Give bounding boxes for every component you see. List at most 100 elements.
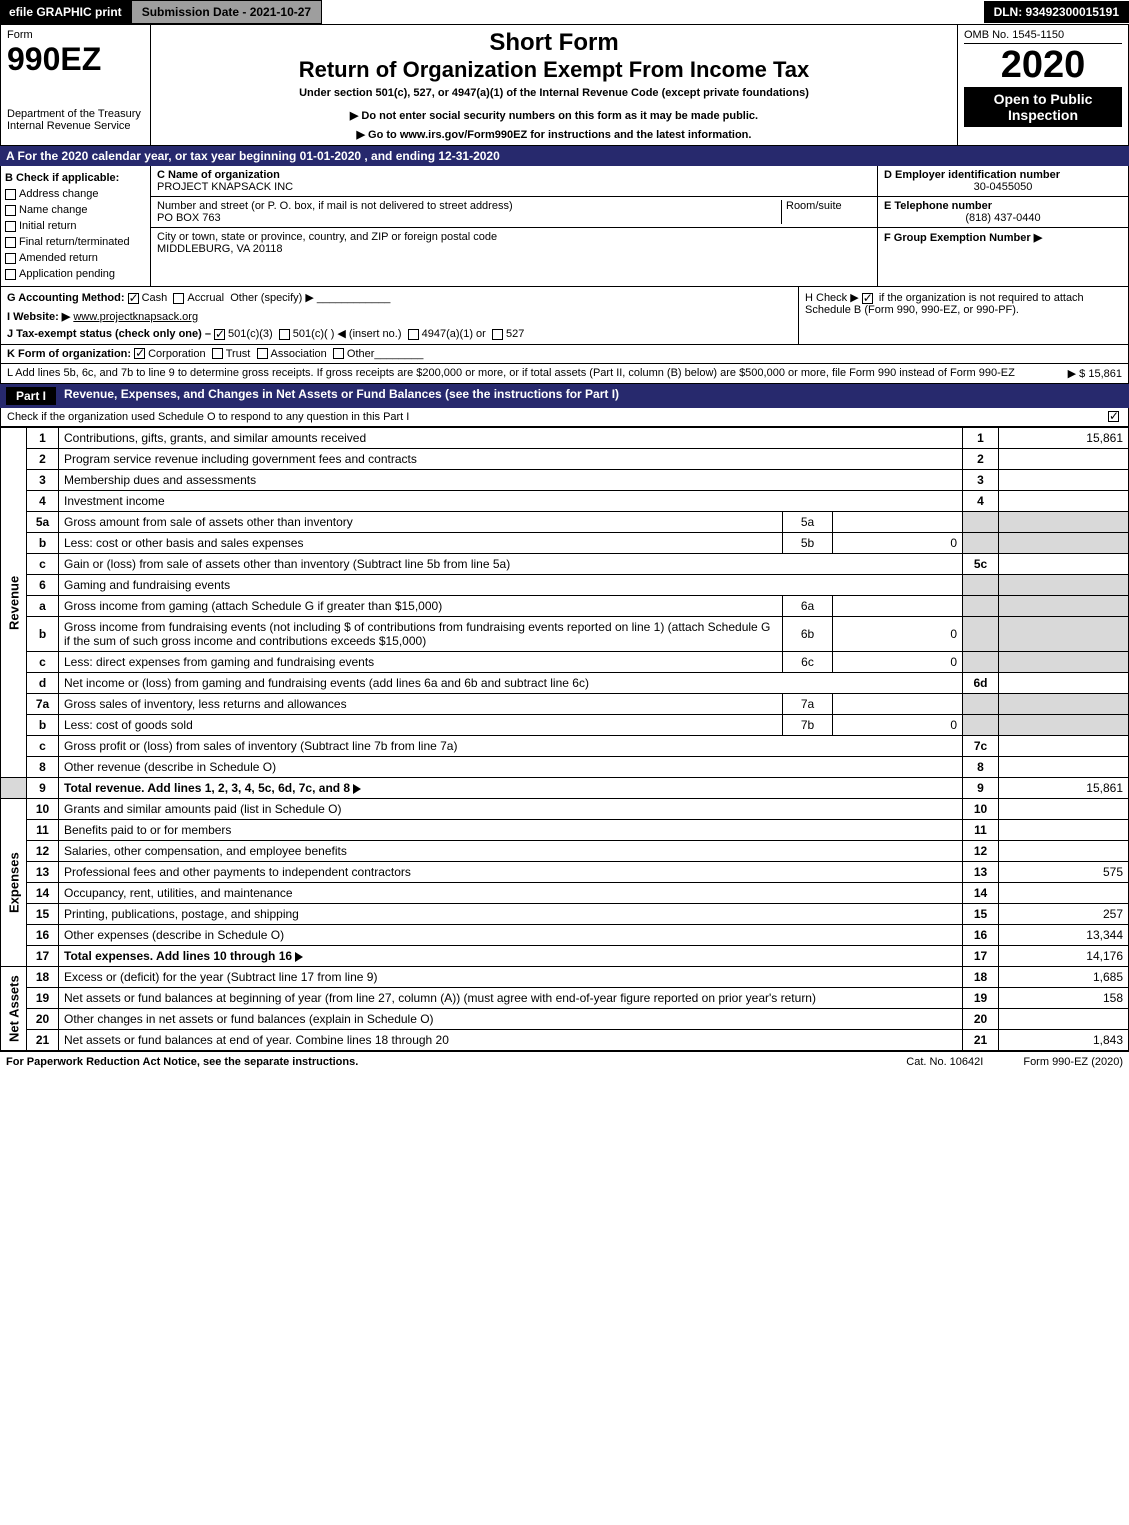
k-corp[interactable]: Corporation bbox=[148, 348, 205, 360]
line-2-num: 2 bbox=[27, 449, 59, 470]
g-label: G Accounting Method: bbox=[7, 292, 125, 304]
j-527[interactable]: 527 bbox=[506, 328, 524, 340]
j-501c3[interactable]: 501(c)(3) bbox=[228, 328, 273, 340]
line-21-num: 21 bbox=[27, 1030, 59, 1051]
h-text1: H Check ▶ bbox=[805, 292, 859, 304]
line-14-val bbox=[999, 883, 1129, 904]
g-accrual[interactable]: Accrual bbox=[187, 292, 224, 304]
omb-number: OMB No. 1545-1150 bbox=[964, 29, 1122, 44]
line-13-val: 575 bbox=[999, 862, 1129, 883]
line-17-val: 14,176 bbox=[999, 946, 1129, 967]
chk-application-pending[interactable]: Application pending bbox=[19, 268, 115, 280]
gray-6a-v bbox=[999, 596, 1129, 617]
line-5c-col: 5c bbox=[963, 554, 999, 575]
c-city-label: City or town, state or province, country… bbox=[157, 231, 871, 243]
line-14-num: 14 bbox=[27, 883, 59, 904]
gray-6c-v bbox=[999, 652, 1129, 673]
line-3-desc: Membership dues and assessments bbox=[59, 470, 963, 491]
line-6a-desc: Gross income from gaming (attach Schedul… bbox=[59, 596, 783, 617]
g-cash[interactable]: Cash bbox=[142, 292, 168, 304]
k-other[interactable]: Other bbox=[347, 348, 375, 360]
chk-initial-return[interactable]: Initial return bbox=[19, 220, 76, 232]
line-5c-val bbox=[999, 554, 1129, 575]
line-10-desc: Grants and similar amounts paid (list in… bbox=[59, 799, 963, 820]
line-9-desc: Total revenue. Add lines 1, 2, 3, 4, 5c,… bbox=[64, 781, 350, 795]
line-6d-num: d bbox=[27, 673, 59, 694]
line-3-num: 3 bbox=[27, 470, 59, 491]
line-5a-desc: Gross amount from sale of assets other t… bbox=[59, 512, 783, 533]
d-label: D Employer identification number bbox=[884, 169, 1122, 181]
gray-6b-v bbox=[999, 617, 1129, 652]
line-17-desc: Total expenses. Add lines 10 through 16 bbox=[64, 949, 292, 963]
line-6a-sub: 6a bbox=[783, 596, 833, 617]
line-10-num: 10 bbox=[27, 799, 59, 820]
line-11-num: 11 bbox=[27, 820, 59, 841]
line-18-desc: Excess or (deficit) for the year (Subtra… bbox=[59, 967, 963, 988]
line-21-col: 21 bbox=[963, 1030, 999, 1051]
line-8-col: 8 bbox=[963, 757, 999, 778]
k-assoc[interactable]: Association bbox=[271, 348, 327, 360]
line-5b-num: b bbox=[27, 533, 59, 554]
line-18-col: 18 bbox=[963, 967, 999, 988]
efile-print-button[interactable]: efile GRAPHIC print bbox=[0, 0, 131, 24]
org-name: PROJECT KNAPSACK INC bbox=[157, 181, 871, 193]
l-text: L Add lines 5b, 6c, and 7b to line 9 to … bbox=[7, 367, 1015, 380]
part1-sub-check[interactable] bbox=[1108, 411, 1119, 422]
line-4-desc: Investment income bbox=[59, 491, 963, 512]
city-state-zip: MIDDLEBURG, VA 20118 bbox=[157, 243, 871, 255]
f-label: F Group Exemption Number ▶ bbox=[884, 231, 1122, 244]
chk-name-change[interactable]: Name change bbox=[19, 204, 88, 216]
line-5b-desc: Less: cost or other basis and sales expe… bbox=[59, 533, 783, 554]
line-7a-sv bbox=[833, 694, 963, 715]
chk-final-return[interactable]: Final return/terminated bbox=[19, 236, 130, 248]
line-11-col: 11 bbox=[963, 820, 999, 841]
goto-link[interactable]: ▶ Go to www.irs.gov/Form990EZ for instru… bbox=[159, 128, 949, 141]
part1-title: Revenue, Expenses, and Changes in Net As… bbox=[64, 387, 619, 405]
netassets-side-label: Net Assets bbox=[1, 967, 27, 1051]
line-13-desc: Professional fees and other payments to … bbox=[59, 862, 963, 883]
gray-5b bbox=[963, 533, 999, 554]
line-10-val bbox=[999, 799, 1129, 820]
line-6-desc: Gaming and fundraising events bbox=[59, 575, 963, 596]
line-3-col: 3 bbox=[963, 470, 999, 491]
line-9-col: 9 bbox=[963, 778, 999, 799]
line-5b-sv: 0 bbox=[833, 533, 963, 554]
j-label: J Tax-exempt status (check only one) – bbox=[7, 328, 211, 340]
line-9-num: 9 bbox=[27, 778, 59, 799]
part1-sub: Check if the organization used Schedule … bbox=[0, 408, 1129, 427]
line-6-num: 6 bbox=[27, 575, 59, 596]
line-6a-num: a bbox=[27, 596, 59, 617]
line-4-val bbox=[999, 491, 1129, 512]
form-header: Form 990EZ Department of the Treasury In… bbox=[0, 24, 1129, 146]
line-16-desc: Other expenses (describe in Schedule O) bbox=[59, 925, 963, 946]
submission-date-button[interactable]: Submission Date - 2021-10-27 bbox=[131, 0, 322, 24]
line-19-col: 19 bbox=[963, 988, 999, 1009]
return-title: Return of Organization Exempt From Incom… bbox=[159, 57, 949, 83]
line-20-desc: Other changes in net assets or fund bala… bbox=[59, 1009, 963, 1030]
line-6d-desc: Net income or (loss) from gaming and fun… bbox=[59, 673, 963, 694]
revenue-side-label: Revenue bbox=[1, 428, 27, 778]
line-13-num: 13 bbox=[27, 862, 59, 883]
street-address: PO BOX 763 bbox=[157, 212, 221, 224]
chk-amended-return[interactable]: Amended return bbox=[19, 252, 98, 264]
k-trust[interactable]: Trust bbox=[226, 348, 251, 360]
website-link[interactable]: www.projectknapsack.org bbox=[73, 311, 198, 323]
line-3-val bbox=[999, 470, 1129, 491]
line-21-val: 1,843 bbox=[999, 1030, 1129, 1051]
chk-address-change[interactable]: Address change bbox=[19, 188, 99, 200]
line-2-col: 2 bbox=[963, 449, 999, 470]
j-501c[interactable]: 501(c)( ) ◀ (insert no.) bbox=[293, 328, 402, 340]
j-4947[interactable]: 4947(a)(1) or bbox=[422, 328, 486, 340]
gray-5a bbox=[963, 512, 999, 533]
phone-value: (818) 437-0440 bbox=[884, 212, 1122, 224]
line-7c-num: c bbox=[27, 736, 59, 757]
g-other[interactable]: Other (specify) ▶ bbox=[230, 292, 314, 304]
tax-year: 2020 bbox=[964, 44, 1122, 87]
part1-header: Part I Revenue, Expenses, and Changes in… bbox=[0, 384, 1129, 408]
gray-6c bbox=[963, 652, 999, 673]
line-13-col: 13 bbox=[963, 862, 999, 883]
line-18-val: 1,685 bbox=[999, 967, 1129, 988]
gray-5b-v bbox=[999, 533, 1129, 554]
line-21-desc: Net assets or fund balances at end of ye… bbox=[59, 1030, 963, 1051]
line-10-col: 10 bbox=[963, 799, 999, 820]
